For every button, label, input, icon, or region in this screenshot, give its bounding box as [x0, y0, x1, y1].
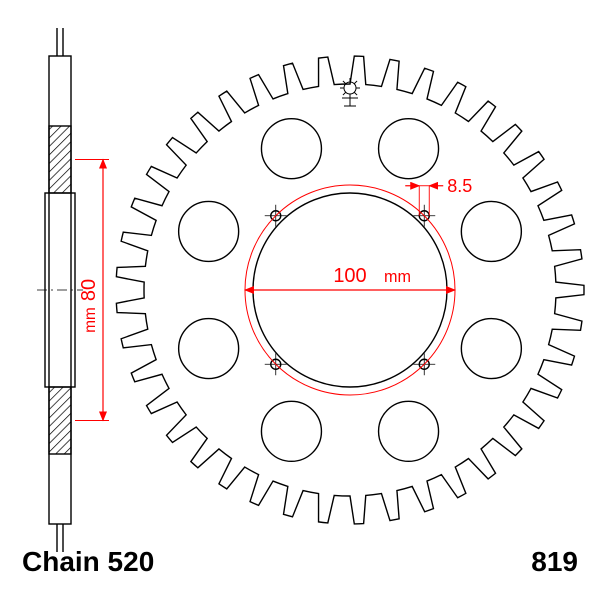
- bolt-hole: [379, 401, 439, 461]
- svg-text:mm: mm: [82, 307, 99, 333]
- bolt-hole: [461, 201, 521, 261]
- bolt-hole: [461, 319, 521, 379]
- bolt-hole: [179, 201, 239, 261]
- dim-bolt-hole: 8.5: [447, 176, 472, 196]
- svg-text:80: 80: [78, 279, 100, 301]
- bolt-hole: [379, 119, 439, 179]
- bolt-hole: [261, 401, 321, 461]
- chain-label: Chain 520: [22, 546, 154, 578]
- svg-text:mm: mm: [384, 268, 411, 286]
- diagram-canvas: 100 mm 8.5 80 mm: [0, 0, 600, 600]
- part-number-label: 819: [531, 546, 578, 578]
- bolt-hole: [179, 319, 239, 379]
- bolt-hole: [261, 119, 321, 179]
- svg-text:100: 100: [333, 265, 366, 287]
